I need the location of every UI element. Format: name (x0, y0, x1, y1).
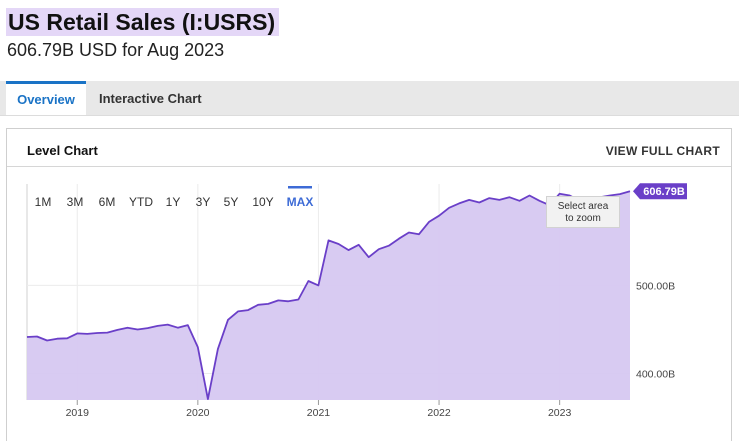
tab-bar: Overview Interactive Chart (0, 81, 739, 116)
tab-interactive-chart[interactable]: Interactive Chart (99, 91, 202, 106)
zoom-hint: Select area to zoom (546, 196, 620, 228)
series-line (26, 190, 631, 400)
page-title: US Retail Sales (I:USRS) (6, 8, 280, 36)
range-button-3y[interactable]: 3Y (196, 195, 211, 209)
current-value-badge-shape (633, 183, 687, 200)
current-value-subtitle: 606.79B USD for Aug 2023 (7, 40, 225, 60)
panel-title: Level Chart (27, 143, 98, 158)
range-button-10y[interactable]: 10Y (252, 195, 273, 209)
panel-header: Level Chart VIEW FULL CHART (7, 129, 731, 167)
x-tick-label: 2021 (307, 407, 331, 419)
y-tick-label: 500.00B (636, 280, 675, 292)
range-active-indicator (288, 186, 312, 189)
current-value-badge-label: 606.79B (643, 186, 685, 198)
x-axis: 2019 2020 2021 2022 2023 (66, 400, 572, 419)
zoom-hint-line2: to zoom (565, 213, 601, 224)
current-value-badge: 606.79B (633, 183, 687, 200)
range-selector: 1M 3M 6M YTD 1Y 3Y 5Y 10Y MAX (35, 186, 314, 209)
x-tick-label: 2019 (66, 407, 90, 419)
range-button-1y[interactable]: 1Y (166, 195, 181, 209)
x-tick-label: 2023 (548, 407, 572, 419)
range-button-5y[interactable]: 5Y (224, 195, 239, 209)
range-button-6m[interactable]: 6M (99, 195, 116, 209)
range-button-max[interactable]: MAX (287, 195, 314, 209)
range-button-ytd[interactable]: YTD (129, 195, 153, 209)
series-area-fill (27, 191, 630, 400)
tab-overview[interactable]: Overview (6, 81, 86, 115)
view-full-chart-link[interactable]: VIEW FULL CHART (605, 144, 720, 158)
range-button-3m[interactable]: 3M (67, 195, 84, 209)
y-axis: 400.00B 500.00B (636, 280, 675, 380)
zoom-hint-line1: Select area (557, 201, 609, 212)
x-tick-label: 2020 (186, 407, 210, 419)
x-tick-label: 2022 (427, 407, 451, 419)
y-tick-label: 400.00B (636, 369, 675, 381)
range-button-1m[interactable]: 1M (35, 195, 52, 209)
